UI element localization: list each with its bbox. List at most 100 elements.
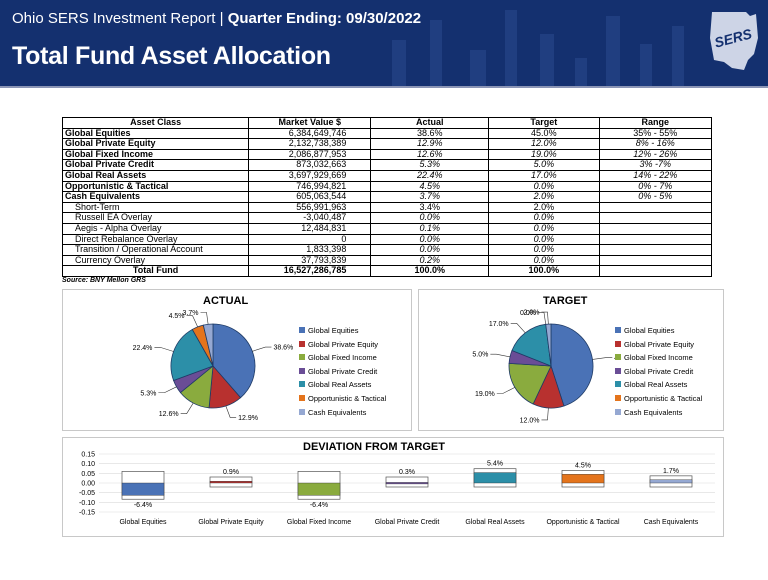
legend-swatch (299, 340, 305, 347)
deviation-chart-title: DEVIATION FROM TARGET (303, 441, 445, 453)
legend-label: Global Private Credit (308, 366, 378, 376)
actual-cell: 3.7% (370, 191, 490, 203)
target-cell: 2.0% (488, 201, 600, 214)
deviation-data-label: 4.5% (575, 462, 591, 469)
pie-leader-line (592, 357, 613, 360)
target-cell: 5.0% (488, 159, 600, 171)
column-header: Target (488, 117, 600, 129)
y-tick-label: -0.05 (79, 490, 95, 497)
legend-label: Global Fixed Income (308, 353, 377, 363)
x-category-label: Global Private Credit (375, 519, 440, 526)
asset-class-cell: Global Real Assets (61, 169, 250, 182)
page-title: Total Fund Asset Allocation (12, 42, 331, 70)
table-row: Global Fixed Income 2,086,877,953 12.6% 19.… (61, 148, 713, 161)
pie-leader-line (252, 346, 272, 352)
asset-class-cell: Aegis - Alpha Overlay (61, 222, 250, 235)
pie-data-label: 4.5% (169, 313, 185, 320)
range-cell (598, 254, 713, 267)
table-row: Global Equities 6,384,649,746 38.6% 45.0% 35… (61, 127, 713, 140)
deviation-data-label: -6.4% (310, 502, 328, 509)
asset-class-cell: Global Fixed Income (61, 148, 250, 161)
actual-cell: 12.9% (370, 138, 490, 150)
legend-swatch (615, 327, 621, 333)
deviation-data-label: -6.4% (134, 502, 152, 509)
column-header: Market Value $ (248, 117, 372, 129)
range-cell (598, 222, 713, 235)
range-cell: 14% - 22% (598, 169, 713, 182)
market-value-cell: 6,384,649,746 (248, 127, 372, 140)
market-value-cell: 1,833,398 (248, 244, 372, 256)
legend-item-global-fixed-income: Global Fixed Income (299, 353, 386, 367)
x-category-label: Global Fixed Income (287, 519, 351, 526)
legend-swatch (615, 367, 621, 374)
actual-cell: 0.0% (370, 244, 490, 256)
legend-label: Opportunistic & Tactical (624, 393, 703, 403)
market-value-cell: 2,086,877,953 (248, 148, 372, 161)
deviation-bar-global-real-assets (473, 472, 517, 484)
pie-data-label: 38.6% (273, 345, 293, 352)
actual-cell: 4.5% (370, 180, 490, 193)
deviation-bar-global-equities (121, 482, 165, 496)
legend-item-global-private-credit: Global Private Credit (299, 367, 386, 381)
banner-background-bars (392, 10, 684, 86)
pie-data-label: 22.4% (133, 345, 153, 352)
market-value-cell: 873,032,663 (248, 159, 372, 171)
pie-leader-line (537, 312, 547, 325)
table-row: Cash Equivalents 605,063,544 3.7% 2.0% 0% - … (61, 191, 713, 203)
market-value-cell: 0 (248, 233, 372, 246)
table-row: Opportunistic & Tactical 746,994,821 4.5% 0… (61, 180, 713, 193)
pie-slice-global-real-assets (170, 328, 214, 381)
legend-item-global-private-equity: Global Private Equity (615, 340, 702, 354)
deviation-range-box (385, 476, 429, 488)
ohio-sers-logo (710, 12, 758, 70)
market-value-cell: 16,527,286,785 (248, 265, 372, 277)
y-tick-label: 0.10 (81, 461, 95, 468)
actual-pie-chart: 38.6% 12.9% 12.6% 5.3% 22.4% 4.5%3.7% (133, 310, 293, 422)
table-header-row: Asset Class Market Value $ Actual Target… (61, 117, 713, 129)
target-cell: 100.0% (488, 265, 600, 277)
pie-data-label: 0.0% (520, 310, 536, 317)
target-chart-legend: Global Equities Global Private Equity Glob… (615, 326, 702, 421)
legend-item-global-real-assets: Global Real Assets (615, 380, 702, 394)
target-pie-chart: 45.0%12.0%19.0%5.0%17.0%0.0%2.0% (472, 310, 619, 425)
range-cell (598, 265, 713, 277)
pie-leader-line (541, 311, 549, 325)
pie-leader-line (154, 347, 174, 352)
legend-item-global-equities: Global Equities (299, 326, 386, 340)
actual-cell: 22.4% (370, 169, 490, 182)
pie-leader-line (158, 386, 177, 394)
deviation-bar-global-private-equity (209, 481, 253, 484)
pie-data-label: 19.0% (475, 391, 495, 398)
table-row: Russell EA Overlay -3,040,487 0.0% 0.0% (61, 212, 713, 224)
pie-data-label: 12.9% (238, 415, 258, 422)
legend-label: Global Fixed Income (624, 353, 693, 363)
actual-cell: 0.0% (370, 212, 490, 224)
y-tick-label: 0.05 (81, 471, 95, 478)
deviation-bar-opportunistic-and-tactical (561, 474, 605, 484)
legend-item-global-equities: Global Equities (615, 326, 702, 340)
legend-swatch (299, 354, 305, 361)
asset-class-cell: Total Fund (61, 265, 250, 277)
pie-leader-line (180, 402, 194, 414)
actual-cell: 0.1% (370, 222, 490, 235)
legend-swatch (615, 408, 621, 415)
asset-class-cell: Global Private Equity (61, 138, 250, 150)
target-cell: 12.0% (488, 138, 600, 150)
pie-data-label: 3.7% (183, 310, 199, 317)
actual-cell: 12.6% (370, 148, 490, 161)
table-row: Aegis - Alpha Overlay 12,484,831 0.1% 0.0% (61, 222, 713, 235)
asset-class-cell: Currency Overlay (61, 254, 250, 267)
target-cell: 0.0% (488, 212, 600, 224)
pie-leader-line (225, 405, 237, 418)
y-tick-label: 0.15 (81, 452, 95, 459)
y-tick-label: -0.10 (79, 500, 95, 507)
actual-chart-legend: Global Equities Global Private Equity Glob… (299, 326, 386, 421)
legend-label: Opportunistic & Tactical (308, 393, 387, 403)
target-cell: 17.0% (488, 169, 600, 182)
range-cell: 3% -7% (598, 159, 713, 171)
target-chart-panel: TARGET 45.0%12.0%19.0%5.0%17.0%0.0%2.0% … (418, 289, 724, 431)
deviation-bar-global-private-credit (385, 482, 429, 485)
actual-chart-title: ACTUAL (203, 295, 249, 307)
target-cell: 2.0% (488, 191, 600, 203)
legend-label: Global Private Equity (308, 339, 379, 349)
